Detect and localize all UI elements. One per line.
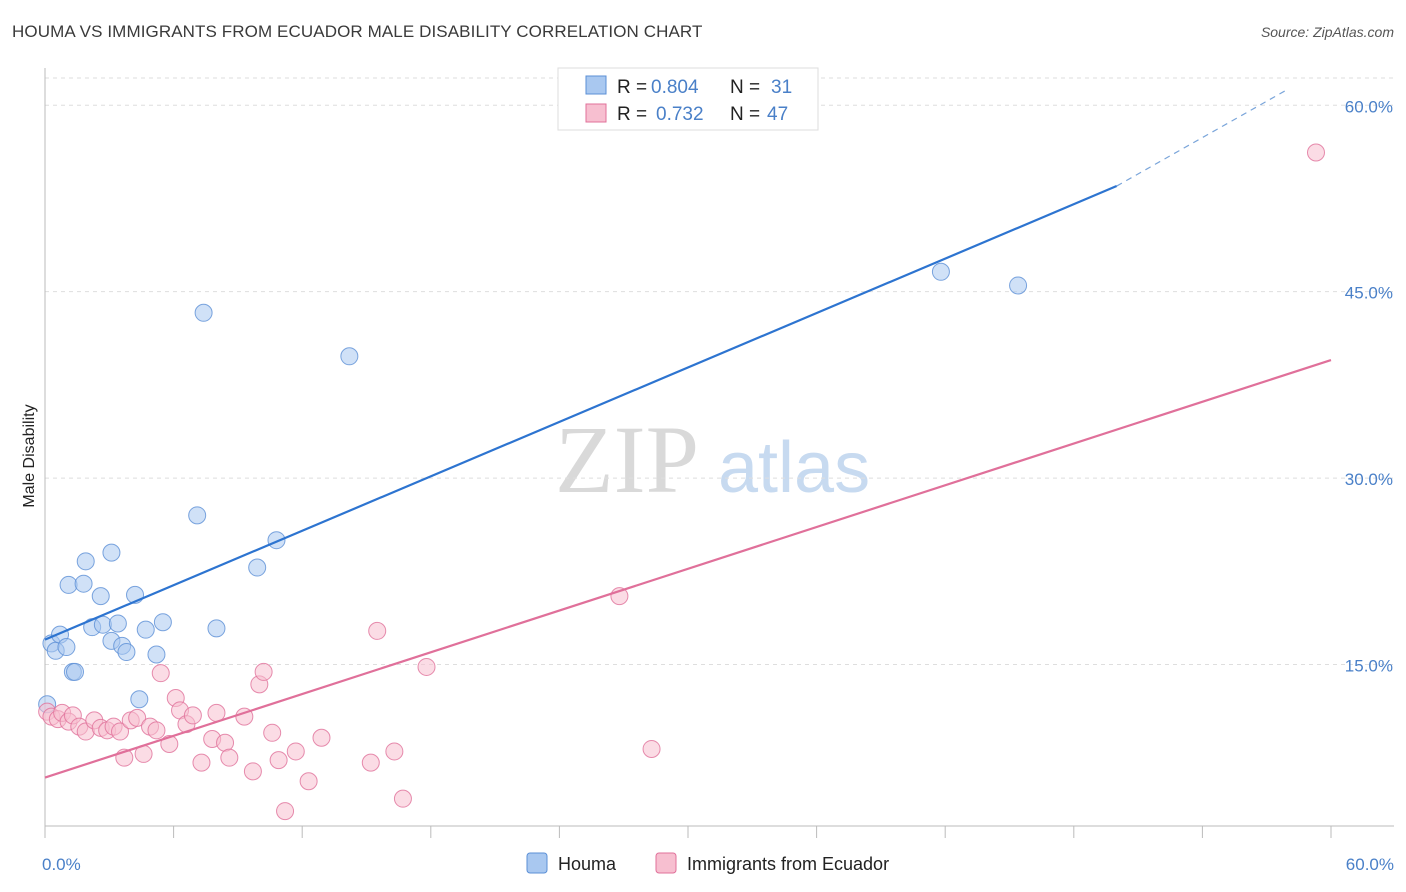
data-point [59,575,78,594]
data-point [57,638,76,657]
series-points-ecuador [38,143,1325,821]
trend-line-houma [44,185,1118,641]
data-point [160,734,179,753]
data-point [248,558,267,577]
watermark-atlas: atlas [718,428,870,508]
legend-swatch-ecuador [585,103,607,123]
data-point [361,753,380,772]
legend-n-label-ecuador: N = [730,104,760,125]
data-point [102,543,121,562]
data-point [76,552,95,571]
y-tick-label: 30.0% [1345,470,1393,489]
data-point [286,742,305,761]
series-points-houma [38,262,1028,714]
legend-r-label-ecuador: R = [617,104,647,125]
data-point [91,587,110,606]
series-legend: Houma Immigrants from Ecuador [526,852,889,874]
data-point [188,506,207,525]
series-legend-label-ecuador: Immigrants from Ecuador [687,854,889,874]
data-point [276,802,295,821]
data-point [192,753,211,772]
legend-n-value-ecuador: 47 [767,104,788,125]
trend-lines [44,88,1332,779]
data-point [417,657,436,676]
legend-n-value-houma: 31 [771,77,792,98]
data-point [254,662,273,681]
legend-r-value-houma: 0.804 [651,77,699,98]
data-point [66,662,85,681]
data-point [183,706,202,725]
y-tick-label: 45.0% [1345,284,1393,303]
series-legend-swatch-houma [526,852,548,874]
data-point [111,722,130,741]
data-point [151,664,170,683]
x-ticks [44,826,1332,838]
y-tick-label: 60.0% [1345,97,1393,116]
data-point [1009,276,1028,295]
data-point [147,721,166,740]
data-point [368,621,387,640]
y-tick-label: 15.0% [1345,656,1393,675]
data-point [340,347,359,366]
data-point [153,613,172,632]
gridlines [45,77,1394,665]
data-point [931,262,950,281]
chart-source: Source: ZipAtlas.com [1260,24,1394,40]
watermark-zip: ZIP [555,406,699,513]
data-point [393,789,412,808]
legend-r-label-houma: R = [617,77,647,98]
y-tick-labels: 15.0% 30.0% 45.0% 60.0% [1345,97,1393,675]
data-point [108,614,127,633]
data-points [38,143,1325,821]
series-legend-label-houma: Houma [558,854,617,874]
legend-n-label-houma: N = [730,77,760,98]
data-point [117,643,136,662]
data-point [299,772,318,791]
legend-swatch-houma [585,75,607,95]
correlation-legend: R = 0.804 N = 31 R = 0.732 N = 47 [557,67,819,131]
chart-title: HOUMA VS IMMIGRANTS FROM ECUADOR MALE DI… [12,22,703,41]
data-point [216,733,235,752]
data-point [312,728,331,747]
trend-line-extension-houma [1116,88,1289,187]
x-tick-label-min: 0.0% [42,855,81,874]
data-point [194,303,213,322]
legend-r-value-ecuador: 0.732 [656,104,704,125]
data-point [136,620,155,639]
series-legend-swatch-ecuador [655,852,677,874]
data-point [1306,143,1325,162]
data-point [220,748,239,767]
data-point [263,723,282,742]
data-point [243,762,262,781]
data-point [385,742,404,761]
data-point [147,645,166,664]
data-point [207,619,226,638]
data-point [269,751,288,770]
data-point [130,690,149,709]
y-axis-label: Male Disability [21,404,38,507]
data-point [74,574,93,593]
trend-line-ecuador [44,358,1332,779]
data-point [128,708,147,727]
data-point [642,739,661,758]
x-tick-label-max: 60.0% [1346,855,1394,874]
